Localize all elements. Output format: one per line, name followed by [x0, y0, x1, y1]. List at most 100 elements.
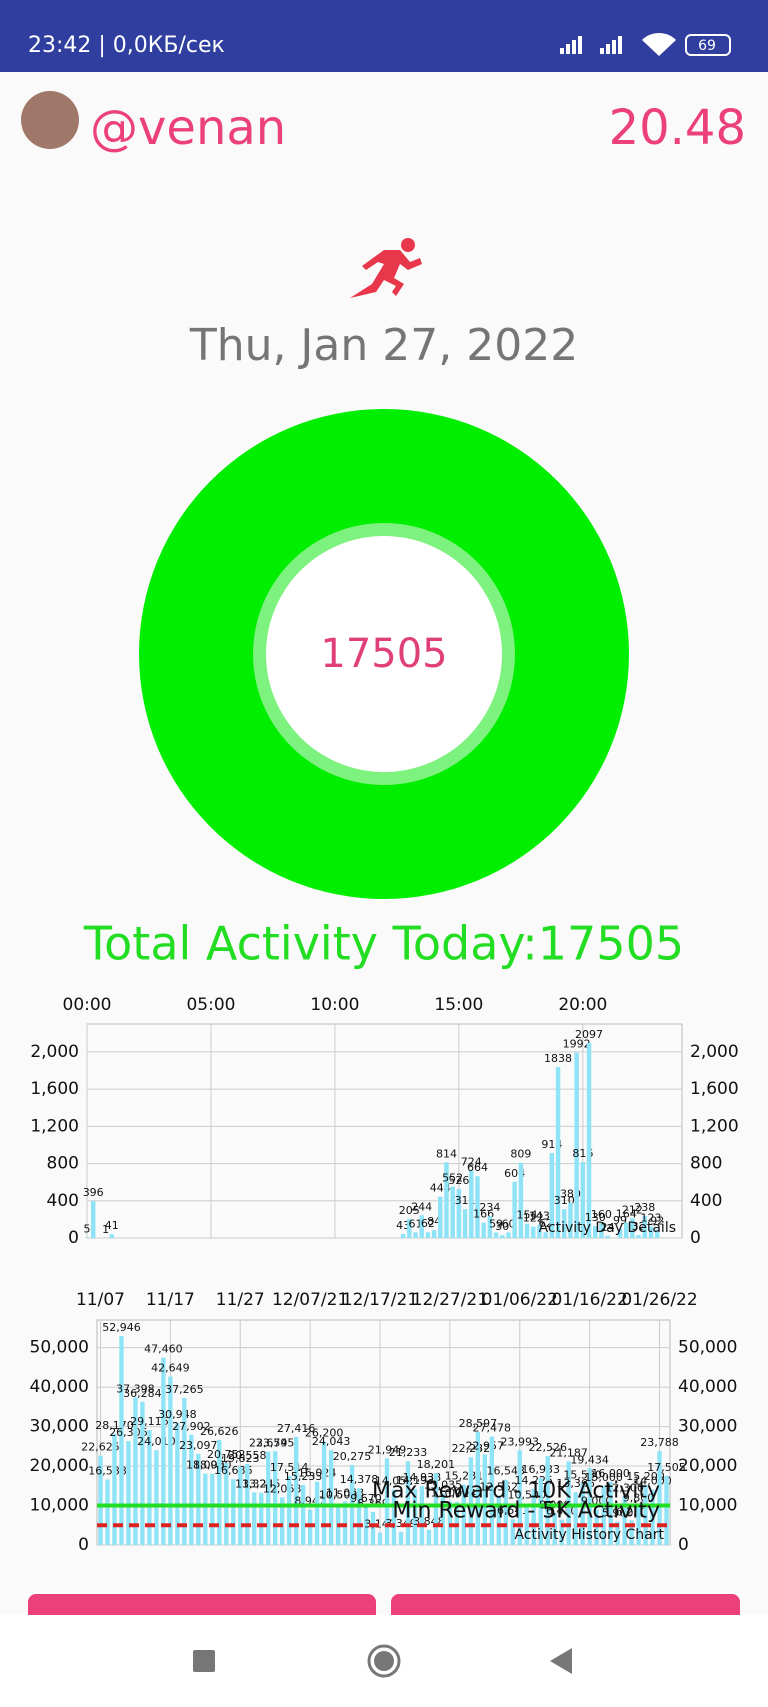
- nav-back[interactable]: [550, 1648, 572, 1674]
- bar: [293, 1436, 299, 1545]
- bar: [450, 1186, 455, 1238]
- bar: [538, 1478, 543, 1545]
- data-label: 16,933: [521, 1463, 560, 1476]
- y-tick-label: 400: [47, 1191, 79, 1211]
- y2-tick-label: 800: [690, 1154, 722, 1174]
- data-label: 22,957: [466, 1439, 505, 1452]
- bar: [370, 1511, 376, 1545]
- data-label: 122: [523, 1212, 544, 1225]
- data-label: 16,000: [591, 1467, 630, 1480]
- chart-annotation: Activity Day Details: [539, 1220, 676, 1236]
- data-label: 41: [105, 1219, 119, 1232]
- ring-value: 17505: [320, 631, 447, 677]
- data-label: 238: [634, 1201, 655, 1214]
- data-label: 14,193: [396, 1474, 435, 1487]
- bar: [90, 1201, 96, 1238]
- bar: [623, 1222, 629, 1238]
- data-label: 32: [632, 1220, 646, 1233]
- x-tick-label: 11/17: [146, 1290, 195, 1310]
- data-label: 19,823: [221, 1452, 260, 1465]
- data-label: 30,948: [158, 1408, 197, 1421]
- data-label: 18,090: [186, 1459, 225, 1472]
- y-tick-label: 1,600: [30, 1079, 79, 1099]
- data-label: 84: [427, 1215, 441, 1228]
- data-label: 664: [467, 1161, 488, 1174]
- data-label: 14,225: [514, 1474, 553, 1487]
- y-tick-label: 30,000: [30, 1417, 89, 1437]
- bar: [566, 1461, 571, 1545]
- chart-annotation: Activity History Chart: [514, 1527, 664, 1543]
- nav-recent[interactable]: [193, 1650, 215, 1672]
- bar: [217, 1439, 222, 1545]
- data-label: 1992: [563, 1038, 591, 1051]
- data-label: 18,060: [193, 1459, 232, 1472]
- data-label: 20,275: [333, 1450, 372, 1463]
- nav-home-dot: [374, 1651, 394, 1671]
- data-label: 21,233: [389, 1446, 428, 1459]
- data-label: 14,000: [633, 1475, 672, 1488]
- bar: [617, 1228, 623, 1238]
- bar: [314, 1481, 320, 1545]
- data-label: 19,434: [570, 1453, 609, 1466]
- nav-home[interactable]: [367, 1644, 401, 1678]
- bar: [586, 1042, 592, 1238]
- y2-tick-label: 50,000: [678, 1338, 737, 1358]
- bar: [648, 1226, 654, 1238]
- bar: [119, 1336, 124, 1545]
- y-tick-label: 0: [78, 1535, 89, 1555]
- bar: [489, 1436, 494, 1545]
- x-tick-label: 12/17/21: [342, 1290, 418, 1310]
- bar: [98, 1455, 103, 1545]
- bar: [468, 1457, 474, 1545]
- data-label: 15,200: [626, 1470, 665, 1483]
- bar: [133, 1397, 138, 1545]
- bar: [506, 1232, 511, 1238]
- bar: [622, 1496, 627, 1545]
- data-label: 9,670: [350, 1492, 382, 1505]
- bar: [182, 1397, 187, 1545]
- data-label: 13,245: [242, 1478, 281, 1491]
- bar: [531, 1226, 536, 1238]
- bar: [273, 1451, 278, 1545]
- bar: [636, 1506, 641, 1545]
- bar: [210, 1473, 215, 1545]
- data-label: 11,063: [326, 1486, 365, 1499]
- data-label: 24: [601, 1221, 615, 1234]
- data-label: 24,010: [137, 1435, 176, 1448]
- data-label: 809: [510, 1148, 531, 1161]
- data-label: 205: [399, 1204, 420, 1217]
- data-label: 160: [591, 1208, 612, 1221]
- y2-tick-label: 2,000: [690, 1042, 739, 1062]
- bar: [109, 1234, 115, 1238]
- bar: [105, 1479, 110, 1545]
- bar: [654, 1229, 660, 1238]
- reference-label: Max Reward - 10K Activity: [372, 1479, 660, 1504]
- bar: [543, 1232, 548, 1238]
- bar: [512, 1181, 517, 1238]
- avatar[interactable]: [21, 91, 79, 149]
- bar: [461, 1484, 467, 1545]
- data-label: 61: [408, 1217, 422, 1230]
- bar: [475, 1176, 480, 1238]
- bar: [196, 1453, 201, 1545]
- bar: [444, 1162, 449, 1238]
- date: Thu, Jan 27, 2022: [189, 320, 578, 371]
- x-tick-label: 05:00: [186, 995, 235, 1015]
- bar: [231, 1479, 236, 1545]
- x-tick-label: 20:00: [558, 995, 607, 1015]
- data-label: 21,949: [368, 1443, 407, 1456]
- data-label: 15,000: [584, 1471, 623, 1484]
- data-label: 26,200: [305, 1427, 344, 1440]
- data-label: 27,416: [277, 1422, 316, 1435]
- data-label: 14,052: [375, 1475, 414, 1488]
- x-tick-label: 12/27/21: [412, 1290, 488, 1310]
- data-label: 212: [622, 1203, 643, 1216]
- bar: [650, 1489, 655, 1545]
- balance: 20.48: [609, 100, 746, 156]
- y-tick-label: 800: [47, 1154, 79, 1174]
- data-label: 10,500: [508, 1489, 547, 1502]
- data-label: 130: [585, 1211, 606, 1224]
- bar: [112, 1433, 117, 1545]
- bar: [469, 1170, 474, 1238]
